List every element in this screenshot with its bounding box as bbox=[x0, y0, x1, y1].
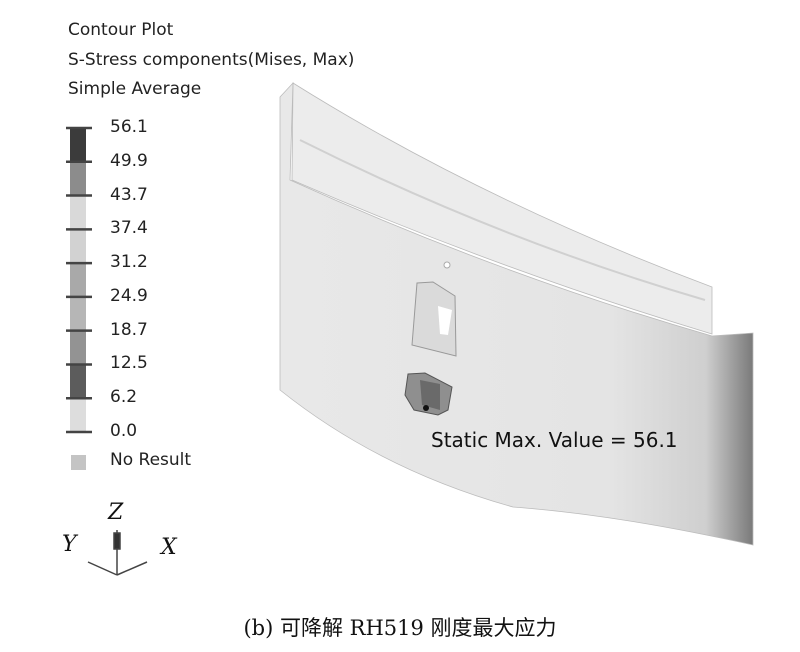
colorbar-band bbox=[70, 263, 86, 297]
axis-z-label: Z bbox=[108, 500, 124, 525]
no-result-swatch bbox=[71, 455, 86, 470]
colorbar-tick-label: 18.7 bbox=[110, 319, 148, 340]
colorbar-band bbox=[70, 398, 86, 432]
colorbar-band bbox=[70, 330, 86, 365]
axis-triad bbox=[87, 530, 148, 576]
max-value-annotation: Static Max. Value = 56.1 bbox=[431, 428, 678, 452]
panel-shell bbox=[279, 81, 754, 546]
colorbar bbox=[66, 126, 92, 434]
colorbar-tick-label: 56.1 bbox=[110, 117, 148, 137]
colorbar-tick-label: 24.9 bbox=[110, 285, 148, 306]
colorbar-band bbox=[70, 128, 86, 162]
colorbar-tick-label: 43.7 bbox=[110, 184, 148, 205]
colorbar-band bbox=[70, 364, 86, 399]
colorbar-tick-label: 12.5 bbox=[110, 353, 148, 374]
plot-type-title: Contour Plot bbox=[68, 20, 174, 40]
colorbar-band bbox=[70, 195, 86, 230]
colorbar-band bbox=[70, 161, 86, 196]
figure-caption: (b) 可降解 RH519 刚度最大应力 bbox=[243, 616, 557, 640]
no-result-label: No Result bbox=[110, 450, 192, 470]
cutout bbox=[411, 281, 457, 357]
colorbar-tick-label: 6.2 bbox=[110, 387, 138, 408]
axis-x-label: X bbox=[161, 535, 177, 560]
panel-model bbox=[279, 81, 754, 546]
colorbar-tick-label: 37.4 bbox=[110, 218, 148, 239]
colorbar-band bbox=[70, 296, 86, 331]
colorbar-tick-label: 49.9 bbox=[110, 150, 148, 171]
result-type-label: S-Stress components(Mises, Max) bbox=[68, 50, 355, 70]
colorbar-tick-label: 31.2 bbox=[110, 252, 148, 273]
axis-y-label: Y bbox=[62, 532, 77, 557]
upper-flange bbox=[291, 82, 713, 335]
colorbar-band bbox=[70, 229, 86, 264]
averaging-label: Simple Average bbox=[68, 79, 202, 99]
colorbar-tick-label: 0.0 bbox=[110, 421, 138, 441]
